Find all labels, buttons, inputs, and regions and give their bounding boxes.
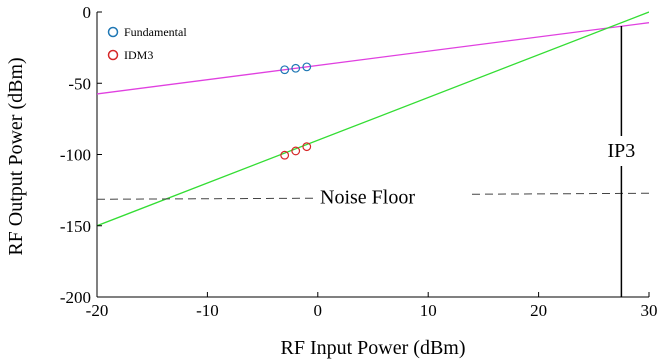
series-markers <box>280 62 312 160</box>
series-line-fundamental <box>97 22 649 95</box>
noise-floor-line-left <box>96 197 314 200</box>
x-tick-label: 0 <box>314 301 323 320</box>
noise-floor-line-right <box>471 192 650 195</box>
marker-fundamental-1 <box>291 63 301 73</box>
y-tick-label: -150 <box>60 217 91 236</box>
x-tick-label: 30 <box>641 301 658 320</box>
series-lines <box>97 11 649 227</box>
series-line-idm3 <box>97 11 649 227</box>
y-tick-label: 0 <box>83 3 92 22</box>
marker-idm3-0 <box>280 150 290 160</box>
ip3-label: IP3 <box>608 140 636 162</box>
x-tick-label: -10 <box>196 301 219 320</box>
marker-fundamental-2 <box>302 62 312 72</box>
legend-marker-idm3 <box>107 49 119 61</box>
marker-idm3-1 <box>291 146 301 156</box>
x-axis-ticks: -20 -10 0 10 20 30 <box>86 292 658 320</box>
legend-label-fundamental: Fundamental <box>124 25 187 39</box>
ip3-annotation: IP3 <box>608 26 636 297</box>
marker-fundamental-0 <box>280 65 290 75</box>
y-axis-title: RF Output Power (dBm) <box>5 57 27 255</box>
legend-marker-fundamental <box>107 26 119 38</box>
legend: Fundamental IDM3 <box>107 25 187 62</box>
marker-idm3-2 <box>302 142 312 152</box>
x-tick-label: 10 <box>420 301 437 320</box>
y-tick-label: -100 <box>60 146 91 165</box>
y-tick-label: -200 <box>60 288 91 307</box>
x-tick-label: -20 <box>86 301 109 320</box>
x-tick-label: 20 <box>530 301 547 320</box>
y-tick-label: -50 <box>68 74 91 93</box>
y-axis-ticks: 0 -50 -100 -150 -200 <box>60 3 102 307</box>
legend-label-idm3: IDM3 <box>124 48 153 62</box>
noise-floor-annotation: Noise Floor <box>96 186 650 208</box>
noise-floor-label: Noise Floor <box>320 186 415 208</box>
x-axis-title: RF Input Power (dBm) <box>281 337 466 359</box>
